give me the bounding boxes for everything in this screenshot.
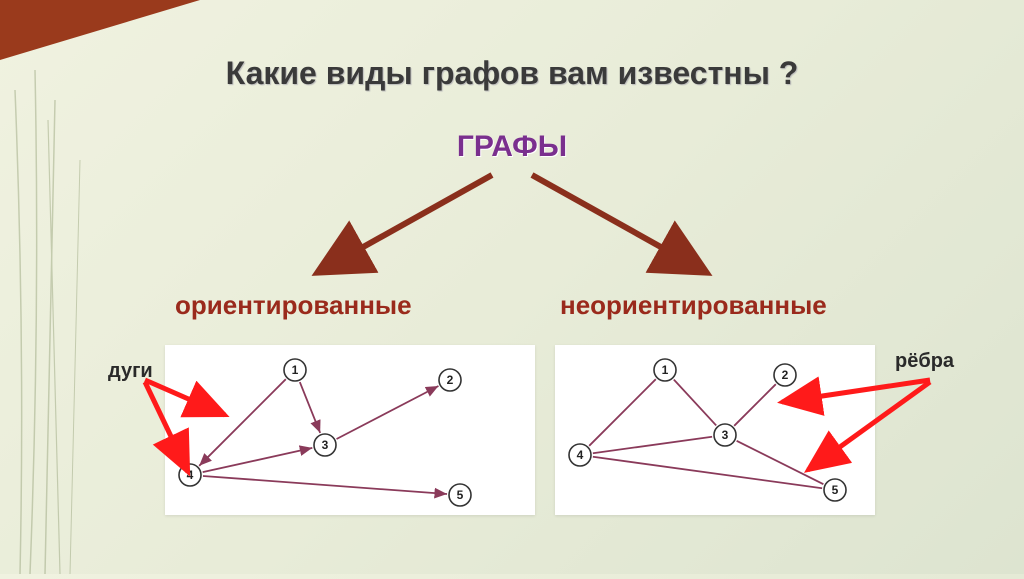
svg-text:2: 2 (782, 368, 789, 382)
svg-text:1: 1 (292, 363, 299, 377)
svg-text:5: 5 (457, 488, 464, 502)
svg-text:3: 3 (322, 438, 329, 452)
branch-right-label: неориентированные (560, 290, 827, 321)
svg-text:4: 4 (577, 448, 584, 462)
svg-text:3: 3 (722, 428, 729, 442)
svg-text:4: 4 (187, 468, 194, 482)
directed-graph-panel: 1 2 3 4 5 (165, 345, 535, 515)
root-label: ГРАФЫ (457, 130, 567, 164)
page-title: Какие виды графов вам известны ? (226, 55, 799, 92)
undirected-graph-panel: 1 2 3 4 5 (555, 345, 875, 515)
grass-decoration (0, 40, 100, 574)
edge-type-right-label: рёбра (895, 350, 954, 373)
branch-arrows (262, 165, 762, 285)
svg-text:5: 5 (832, 483, 839, 497)
svg-text:2: 2 (447, 373, 454, 387)
edge-type-left-label: дуги (108, 360, 153, 383)
branch-left-label: ориентированные (175, 290, 412, 321)
svg-text:1: 1 (662, 363, 669, 377)
